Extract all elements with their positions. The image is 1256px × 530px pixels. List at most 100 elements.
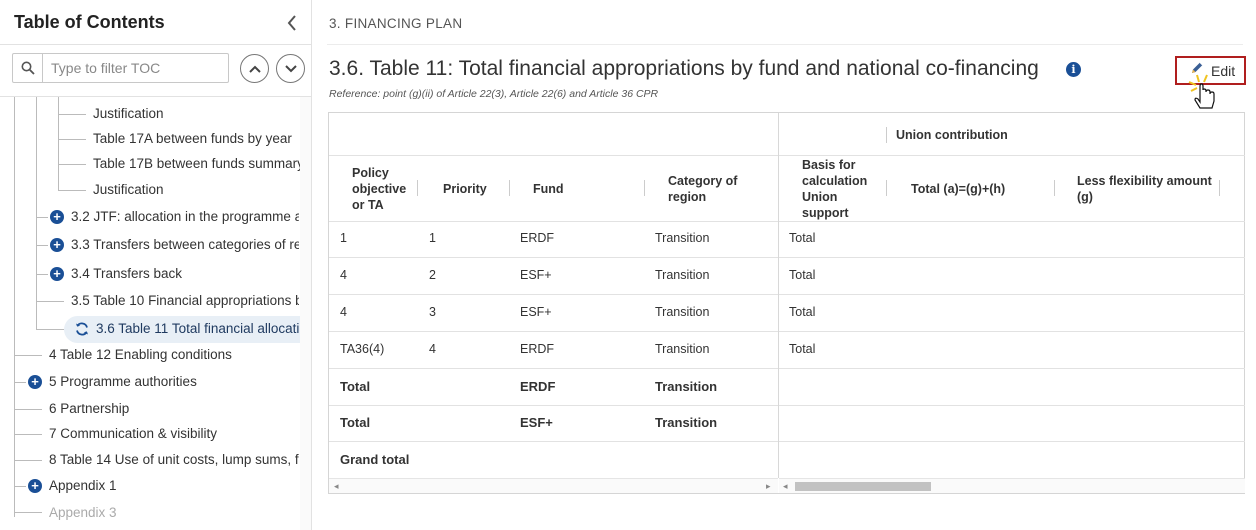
header-separator <box>1054 180 1055 196</box>
cell-priority: 4 <box>429 342 436 356</box>
tree-line <box>14 486 26 487</box>
toc-item-3-6-active[interactable]: 3.6 Table 11 Total financial allocations <box>96 321 299 336</box>
scroll-left-icon[interactable]: ◂ <box>334 481 339 491</box>
edit-label: Edit <box>1211 62 1236 79</box>
header-less-flexibility: Less flexibility amount (g) <box>1077 174 1212 204</box>
toc-item-3-4[interactable]: 3.4 Transfers back <box>71 266 183 281</box>
edit-button[interactable]: Edit <box>1175 56 1246 85</box>
toc-item-7[interactable]: 7 Communication & visibility <box>49 426 218 441</box>
cell-total-label: Total <box>340 379 371 394</box>
divider <box>0 44 311 45</box>
toc-item-justification-2[interactable]: Justification <box>93 182 164 197</box>
toc-item-3-2[interactable]: 3.2 JTF: allocation in the programme and… <box>71 209 299 224</box>
expand-plus-icon[interactable]: + <box>50 210 64 224</box>
main-content: 3. FINANCING PLAN 3.6. Table 11: Total f… <box>313 0 1256 530</box>
info-icon[interactable]: i <box>1066 62 1081 77</box>
financial-table: Union contribution Policy objective or T… <box>328 112 1245 494</box>
toc-filter-input[interactable] <box>44 54 227 82</box>
search-icon[interactable] <box>13 54 43 82</box>
toc-item-3-5[interactable]: 3.5 Table 10 Financial appropriations by… <box>71 293 299 308</box>
header-separator <box>886 180 887 196</box>
toc-active-highlight <box>64 316 300 343</box>
cell-total-category: Transition <box>655 379 718 394</box>
tree-line <box>14 409 42 410</box>
scrollbar-thumb[interactable] <box>795 482 931 491</box>
toc-item-justification[interactable]: Justification <box>93 106 164 121</box>
reference-text: Reference: point (g)(ii) of Article 22(3… <box>329 88 659 100</box>
cell-total-category: Transition <box>655 415 718 430</box>
expand-plus-icon[interactable]: + <box>28 375 42 389</box>
cell-policy: 4 <box>340 305 347 319</box>
table-right-scrollbar[interactable]: ◂ <box>779 478 1245 493</box>
tree-line <box>36 245 48 246</box>
cell-category: Transition <box>655 231 710 245</box>
header-basis-for-calculation: Basis for calculation Union support <box>802 158 868 220</box>
tree-line <box>58 164 86 165</box>
tree-line <box>14 434 42 435</box>
header-separator <box>1219 180 1220 196</box>
section-title: 3. FINANCING PLAN <box>329 16 463 31</box>
row-divider <box>329 331 1245 332</box>
row-divider <box>329 368 1245 369</box>
toc-item-3-3[interactable]: 3.3 Transfers between categories of regi… <box>71 237 299 252</box>
toc-sidebar: Table of Contents Justification Table 17… <box>0 0 312 530</box>
tree-line <box>58 139 86 140</box>
cell-priority: 1 <box>429 231 436 245</box>
cell-total-label: Total <box>340 415 371 430</box>
chevron-up-icon[interactable] <box>240 54 269 83</box>
sync-icon <box>74 321 90 337</box>
toc-item-table-17b[interactable]: Table 17B between funds summary <box>93 156 304 171</box>
sidebar-scrollbar[interactable] <box>300 97 311 530</box>
tree-line <box>36 301 64 302</box>
cell-fund: ERDF <box>520 231 555 245</box>
cell-fund: ERDF <box>520 342 555 356</box>
row-divider <box>329 294 1245 295</box>
cell-total-fund: ERDF <box>520 379 556 394</box>
expand-plus-icon[interactable]: + <box>50 238 64 252</box>
cell-category: Transition <box>655 342 710 356</box>
cell-category: Transition <box>655 305 710 319</box>
row-divider <box>329 221 1245 222</box>
tree-line <box>36 274 48 275</box>
cell-priority: 2 <box>429 268 436 282</box>
row-divider <box>329 441 1245 442</box>
table-left-scrollbar[interactable]: ◂ ▸ <box>329 478 778 493</box>
header-separator <box>417 180 418 196</box>
toc-item-6[interactable]: 6 Partnership <box>49 401 130 416</box>
expand-plus-icon[interactable]: + <box>28 479 42 493</box>
tree-line <box>36 217 48 218</box>
cell-priority: 3 <box>429 305 436 319</box>
tree-line <box>14 382 26 383</box>
divider <box>327 44 1243 45</box>
header-priority: Priority <box>443 182 487 196</box>
row-divider <box>329 155 1245 156</box>
collapse-sidebar-icon[interactable] <box>282 14 302 36</box>
toc-title: Table of Contents <box>14 12 165 32</box>
cell-basis: Total <box>789 305 816 319</box>
toc-item-table-17a[interactable]: Table 17A between funds by year <box>93 131 292 146</box>
expand-plus-icon[interactable]: + <box>50 267 64 281</box>
cell-basis: Total <box>789 231 816 245</box>
toc-item-appendix-1[interactable]: Appendix 1 <box>49 478 117 493</box>
toc-item-8[interactable]: 8 Table 14 Use of unit costs, lump sums,… <box>49 452 299 467</box>
row-divider <box>329 405 1245 406</box>
column-divider <box>778 113 779 478</box>
cell-policy: TA36(4) <box>340 342 385 356</box>
cell-grand-total: Grand total <box>340 452 410 467</box>
tree-line <box>58 190 86 191</box>
cell-category: Transition <box>655 268 710 282</box>
cell-fund: ESF+ <box>520 305 552 319</box>
chevron-down-icon[interactable] <box>276 54 305 83</box>
scroll-left-icon[interactable]: ◂ <box>783 481 788 491</box>
scroll-right-icon[interactable]: ▸ <box>766 481 771 491</box>
tree-line <box>36 329 64 330</box>
tree-line <box>58 97 59 191</box>
toc-item-appendix-3[interactable]: Appendix 3 <box>49 505 117 520</box>
tree-line <box>14 355 42 356</box>
toc-item-5[interactable]: 5 Programme authorities <box>49 374 197 389</box>
tree-line <box>14 460 42 461</box>
toc-item-4[interactable]: 4 Table 12 Enabling conditions <box>49 347 232 362</box>
cell-policy: 1 <box>340 231 347 245</box>
cell-total-fund: ESF+ <box>520 415 553 430</box>
header-category-of-region: Category of region <box>668 174 738 204</box>
